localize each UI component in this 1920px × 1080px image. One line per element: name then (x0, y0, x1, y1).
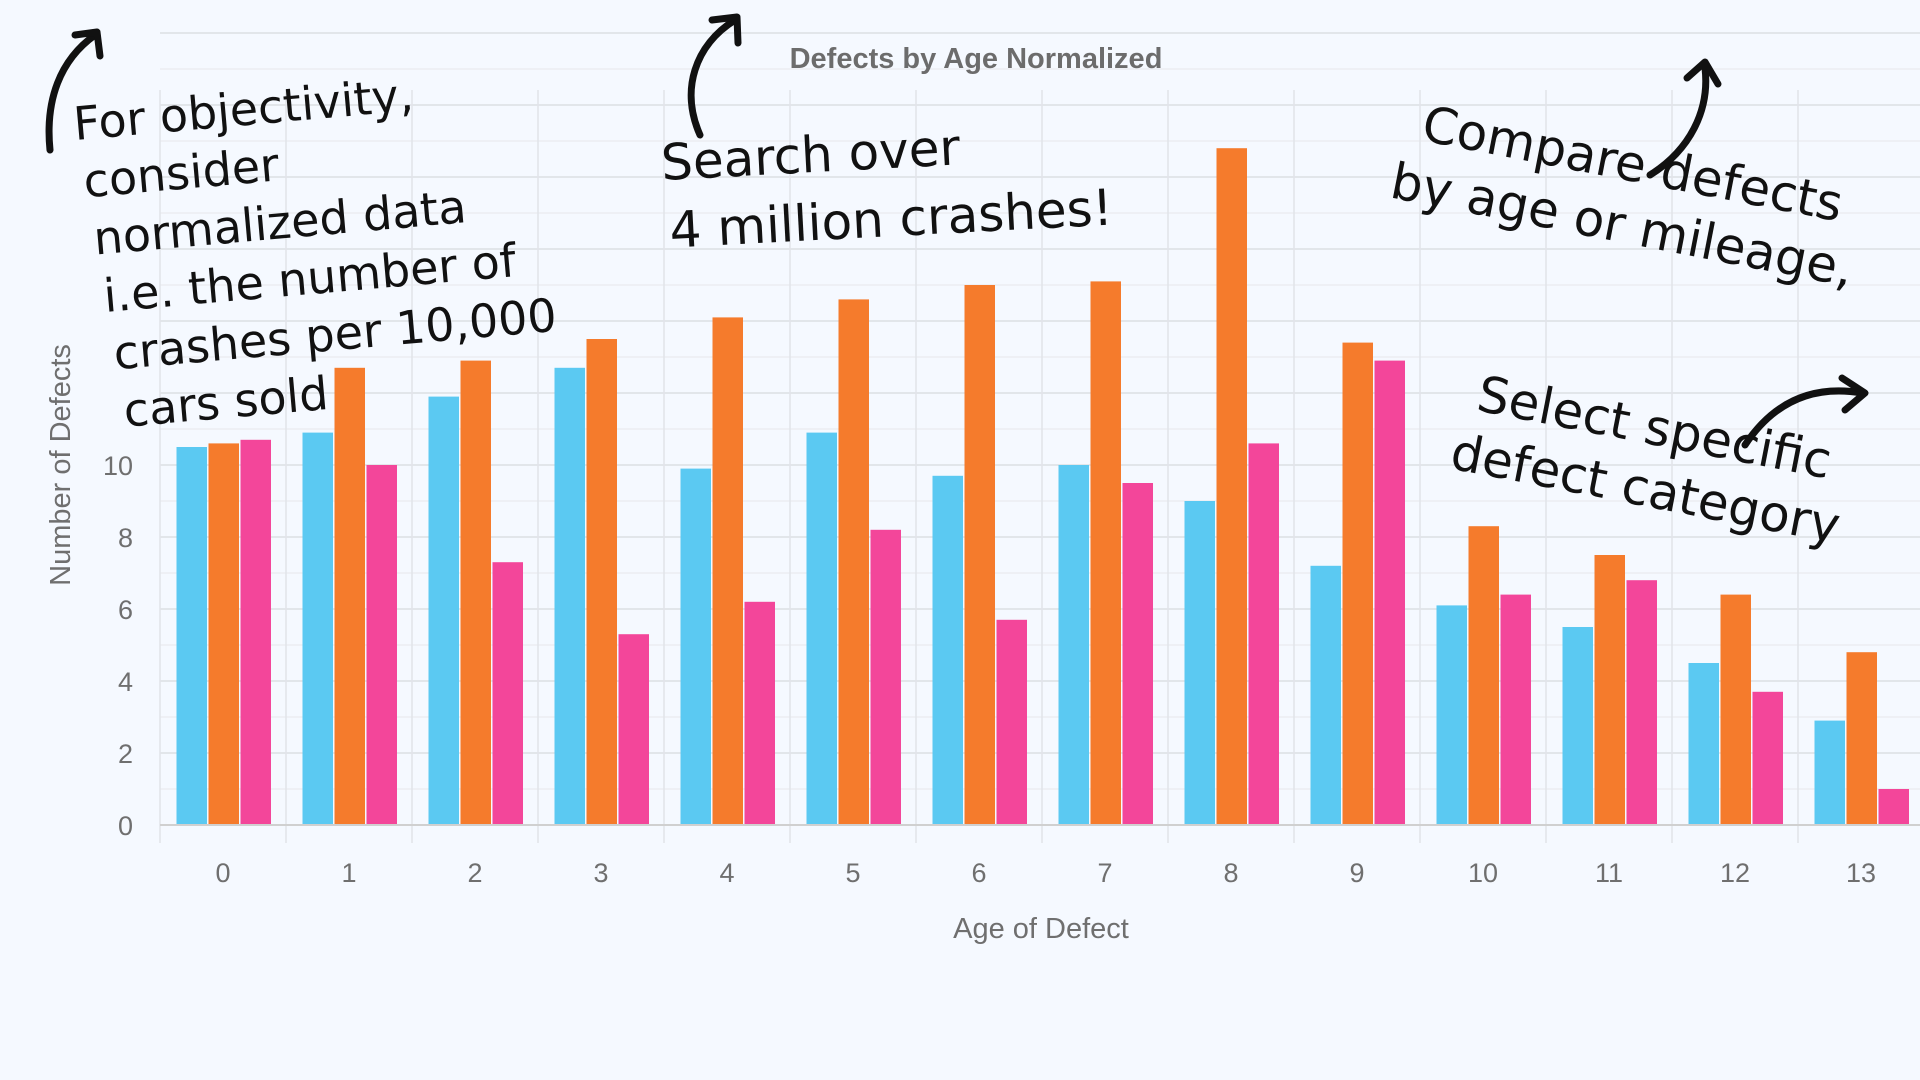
x-tick-label: 10 (1468, 858, 1498, 888)
bar[interactable] (932, 475, 964, 825)
bar[interactable] (964, 285, 996, 825)
bar[interactable] (366, 465, 398, 825)
bar[interactable] (554, 367, 586, 825)
bar[interactable] (1090, 281, 1122, 825)
bar[interactable] (1216, 148, 1248, 825)
x-axis-label: Age of Defect (953, 913, 1129, 945)
x-tick-label: 9 (1349, 858, 1364, 888)
x-tick-labels: 0 1 2 3 4 5 6 7 8 9 10 11 12 13 (215, 858, 1876, 888)
y-tick-label: 6 (118, 595, 133, 625)
bar[interactable] (1058, 465, 1090, 825)
annotation-search-note: Search over 4 million crashes! (660, 118, 1114, 260)
x-tick-label: 0 (215, 858, 230, 888)
x-tick-label: 6 (971, 858, 986, 888)
bar[interactable] (428, 396, 460, 825)
x-tick-label: 2 (467, 858, 482, 888)
chart-title: Defects by Age Normalized (790, 43, 1163, 75)
bar[interactable] (208, 443, 240, 825)
y-tick-labels: 0 2 4 6 8 10 (103, 451, 133, 841)
bar[interactable] (1720, 594, 1752, 825)
bar[interactable] (1342, 342, 1374, 825)
bar[interactable] (838, 299, 870, 825)
bar[interactable] (712, 317, 744, 825)
y-tick-label: 2 (118, 739, 133, 769)
bar[interactable] (996, 619, 1028, 825)
bar[interactable] (1374, 360, 1406, 825)
annotation-line: For objectivity, (71, 67, 415, 151)
x-tick-label: 13 (1846, 858, 1876, 888)
x-tick-label: 1 (341, 858, 356, 888)
bar[interactable] (1752, 691, 1784, 825)
arrow-icon (1646, 58, 1722, 179)
x-tick-label: 11 (1595, 858, 1623, 888)
bar[interactable] (1248, 443, 1280, 825)
bar[interactable] (1310, 565, 1342, 825)
annotation-category-note: Select specific defect category (1446, 365, 1845, 555)
y-tick-label: 10 (103, 451, 133, 481)
x-tick-label: 5 (845, 858, 860, 888)
bar[interactable] (1468, 526, 1500, 825)
bar[interactable] (806, 432, 838, 825)
bar[interactable] (680, 468, 712, 825)
bar[interactable] (176, 447, 208, 825)
x-tick-label: 8 (1223, 858, 1238, 888)
bar[interactable] (1122, 483, 1154, 825)
bar[interactable] (1594, 555, 1626, 825)
bar[interactable] (1814, 720, 1846, 825)
bar[interactable] (334, 367, 366, 825)
x-tick-label: 12 (1720, 858, 1750, 888)
arrow-icon (1741, 374, 1869, 449)
y-tick-label: 0 (118, 811, 133, 841)
bar[interactable] (744, 601, 776, 825)
bar[interactable] (1688, 663, 1720, 825)
bar[interactable] (618, 634, 650, 825)
bars (176, 148, 1910, 825)
annotation-line: 4 million crashes! (668, 179, 1114, 260)
bar[interactable] (1562, 627, 1594, 825)
bar[interactable] (460, 360, 492, 825)
bar[interactable] (1626, 580, 1658, 825)
x-tick-label: 7 (1097, 858, 1112, 888)
bar[interactable] (240, 439, 272, 825)
bar[interactable] (586, 339, 618, 825)
bar[interactable] (1184, 501, 1216, 825)
bar[interactable] (1878, 789, 1910, 825)
x-tick-label: 3 (593, 858, 608, 888)
bar[interactable] (870, 529, 902, 825)
y-tick-label: 8 (118, 523, 133, 553)
y-axis-label: Number of Defects (45, 344, 77, 586)
bar[interactable] (1500, 594, 1532, 825)
bar[interactable] (492, 562, 524, 825)
arrow-icon (45, 28, 104, 154)
bar[interactable] (1436, 605, 1468, 825)
arrow-icon (687, 13, 742, 139)
bar[interactable] (302, 432, 334, 825)
y-tick-label: 4 (118, 667, 133, 697)
bar[interactable] (1846, 652, 1878, 825)
x-tick-label: 4 (719, 858, 734, 888)
